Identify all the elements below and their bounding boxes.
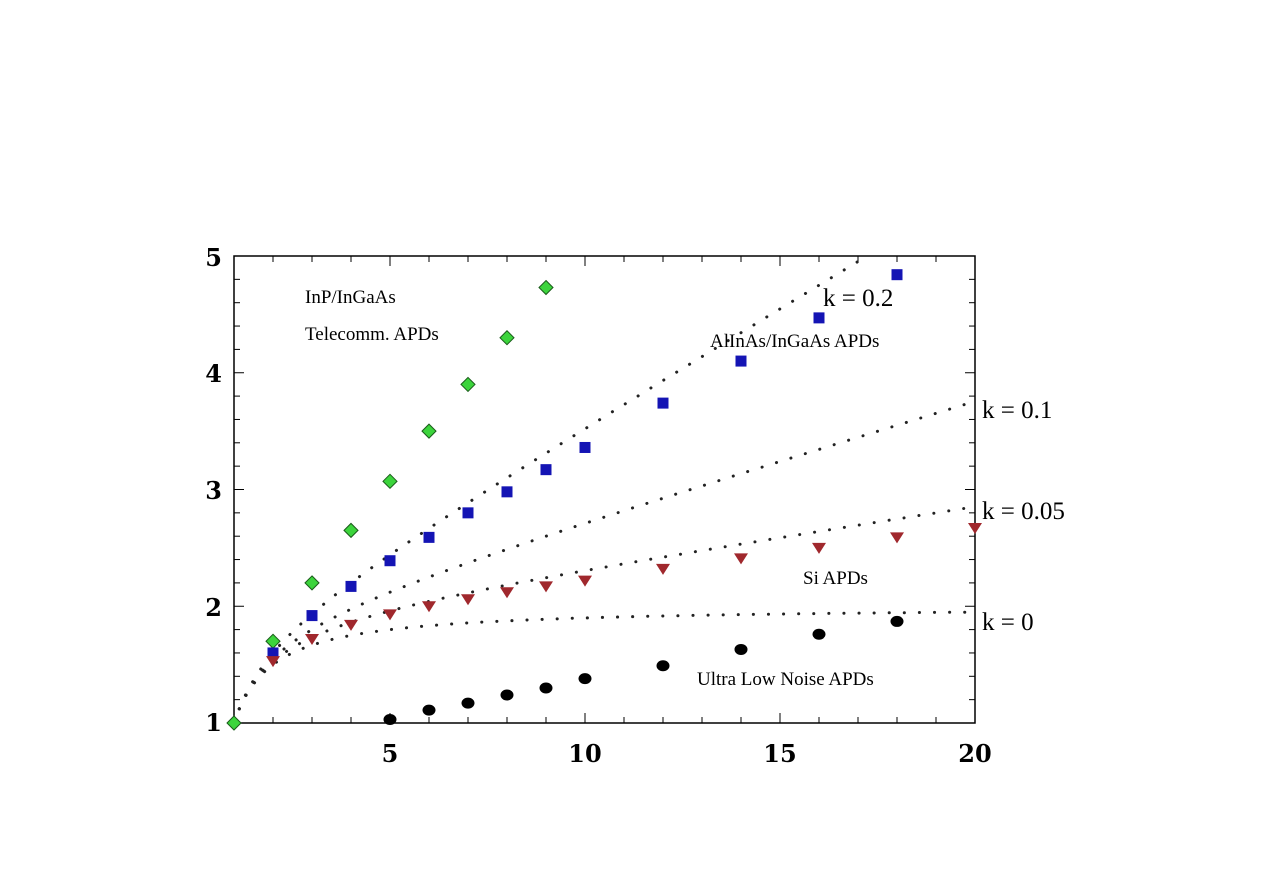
triangle-down-point: [500, 587, 514, 599]
curve-label-k-0.1: k = 0.1: [982, 397, 1052, 424]
diamond-point: [343, 522, 359, 539]
triangle-down-point: [422, 601, 436, 613]
x-tick-label: 5: [382, 739, 399, 768]
theory-curves: [232, 255, 977, 725]
y-tick-label: 5: [205, 243, 222, 272]
square-point: [501, 486, 513, 498]
x-tick-label: 20: [958, 739, 991, 768]
triangle-down-point: [266, 656, 280, 668]
square-point: [462, 507, 474, 519]
diamond-point: [460, 376, 476, 393]
y-tick-label: 4: [205, 359, 222, 388]
theory-curve-k-0.1: [232, 399, 977, 725]
circle-point: [539, 682, 553, 694]
circle-point: [656, 660, 670, 672]
circle-point: [578, 673, 592, 685]
circle-point: [812, 628, 826, 640]
triangle-down-point: [890, 532, 904, 544]
curve-label-k-0: k = 0: [982, 609, 1034, 636]
data-points: [226, 269, 982, 731]
triangle-down-point: [461, 594, 475, 606]
diamond-point: [538, 279, 554, 296]
circle-point: [422, 704, 436, 716]
x-tick-labels: 5 10 15 20: [382, 739, 992, 768]
triangle-down-point: [656, 563, 670, 575]
square-point: [267, 647, 279, 659]
diamond-point: [304, 575, 320, 591]
square-point: [306, 610, 318, 622]
diamond-point: [421, 423, 437, 439]
y-tick-label: 2: [205, 593, 222, 622]
x-tick-label: 10: [568, 739, 601, 768]
square-point: [891, 269, 903, 281]
plot-frame: [233, 255, 976, 724]
circle-point: [461, 697, 475, 709]
circle-point: [500, 689, 514, 701]
triangle-down-point: [812, 542, 826, 554]
triangle-down-point: [578, 575, 592, 587]
x-tick-label: 15: [763, 739, 796, 768]
y-tick-label: 1: [205, 708, 222, 737]
square-point: [345, 580, 357, 592]
square-point: [423, 531, 435, 543]
square-point: [813, 312, 825, 324]
triangle-down-point: [344, 619, 358, 631]
square-point: [540, 464, 552, 476]
triangle-down-point: [383, 609, 397, 621]
square-point: [384, 555, 396, 567]
triangle-down-point: [305, 633, 319, 645]
curve-label-k-0.05: k = 0.05: [982, 498, 1065, 525]
curve-label-k-0.2: k = 0.2: [823, 285, 893, 312]
annotation-inp-line1: InP/InGaAs: [305, 287, 396, 308]
circle-point: [890, 615, 904, 627]
triangle-down-point: [968, 523, 982, 535]
annotation-inp-line2: Telecomm. APDs: [305, 324, 439, 345]
circle-point: [734, 643, 748, 655]
square-point: [657, 397, 669, 409]
diamond-point: [382, 473, 398, 490]
triangle-down-point: [539, 581, 553, 593]
annotation-ultra: Ultra Low Noise APDs: [697, 669, 874, 690]
circle-point: [383, 713, 397, 725]
annotation-si: Si APDs: [803, 568, 868, 589]
square-point: [735, 355, 747, 367]
diamond-point: [226, 715, 242, 731]
diamond-point: [499, 330, 515, 346]
triangle-down-point: [734, 553, 748, 565]
annotation-alinas: AlInAs/InGaAs APDs: [710, 331, 879, 352]
y-tick-labels: 1 2 3 4 5: [205, 243, 222, 737]
y-tick-label: 3: [205, 476, 222, 505]
square-point: [579, 441, 591, 453]
